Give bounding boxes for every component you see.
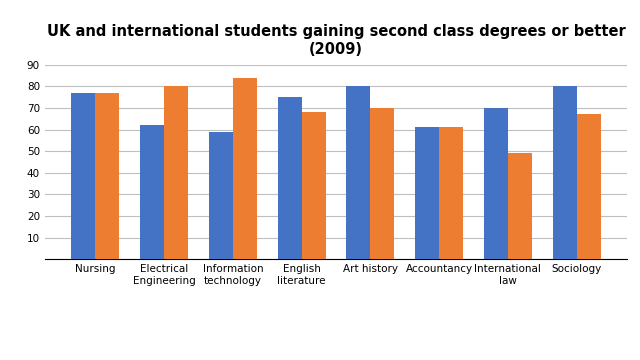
Bar [233,78,257,259]
Bar [301,112,326,259]
Title: UK and international students gaining second class degrees or better
(2009): UK and international students gaining se… [47,24,625,57]
Bar [552,86,577,259]
Bar [577,114,601,259]
Bar [164,86,188,259]
Bar [346,86,371,259]
Bar [209,132,233,259]
Bar [140,125,164,259]
Bar [439,127,463,259]
Bar [95,93,120,259]
Bar [415,127,439,259]
Bar [484,108,508,259]
Bar [278,97,301,259]
Bar [508,153,532,259]
Bar [371,108,394,259]
Bar [71,93,95,259]
